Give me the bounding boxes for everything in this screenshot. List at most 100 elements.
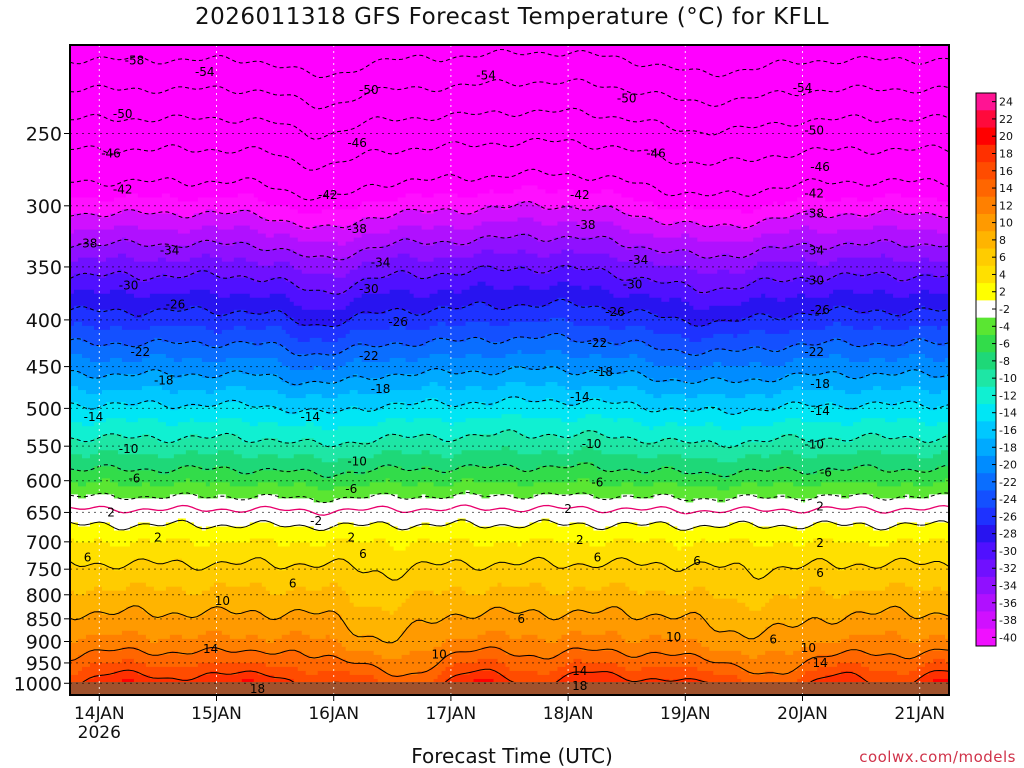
- field-cell: [70, 153, 949, 158]
- temperature-fill-bands: [70, 45, 949, 695]
- field-cell: [81, 422, 95, 427]
- field-cell: [453, 494, 483, 499]
- field-cell: [865, 273, 890, 279]
- field-cell: [121, 341, 147, 347]
- field-cell: [601, 586, 630, 592]
- field-cell: [273, 522, 339, 528]
- field-cell: [837, 522, 854, 528]
- field-cell: [397, 638, 447, 644]
- field-cell: [213, 209, 239, 215]
- field-cell: [793, 482, 822, 487]
- field-cell: [465, 386, 483, 391]
- field-cell: [257, 494, 279, 499]
- field-cell: [445, 654, 539, 660]
- field-cell: [385, 434, 403, 439]
- field-cell: [137, 522, 151, 528]
- field-cell: [70, 45, 949, 50]
- field-cell: [581, 430, 598, 435]
- field-cell: [74, 289, 95, 295]
- field-cell: [465, 590, 487, 596]
- field-cell: [70, 542, 111, 548]
- field-cell: [521, 414, 587, 419]
- field-cell: [917, 454, 934, 459]
- field-cell: [70, 646, 123, 652]
- field-cell: [521, 349, 547, 355]
- field-cell: [469, 269, 535, 275]
- field-cell: [161, 614, 187, 620]
- field-cell: [109, 325, 123, 331]
- field-cell: [301, 269, 351, 275]
- field-cell: [405, 193, 423, 199]
- field-cell: [789, 594, 798, 600]
- field-cell: [253, 245, 383, 251]
- field-cell: [717, 269, 730, 275]
- field-cell: [321, 586, 343, 592]
- field-cell: [421, 522, 431, 528]
- field-cell: [637, 402, 786, 407]
- field-cell: [205, 526, 315, 532]
- field-cell: [349, 562, 415, 568]
- field-cell: [149, 482, 175, 487]
- field-cell: [277, 454, 295, 459]
- field-cell: [313, 454, 375, 459]
- field-cell: [70, 129, 949, 134]
- field-cell: [165, 422, 179, 427]
- field-cell: [457, 193, 479, 199]
- field-cell: [209, 269, 303, 275]
- field-cell: [637, 386, 794, 391]
- field-cell: [129, 562, 187, 568]
- field-cell: [305, 670, 319, 676]
- field-cell: [797, 594, 834, 600]
- field-cell: [70, 402, 79, 407]
- field-cell: [297, 237, 355, 243]
- field-cell: [393, 610, 487, 616]
- field-cell: [213, 390, 279, 395]
- field-cell: [101, 390, 171, 395]
- field-cell: [70, 285, 299, 291]
- field-cell: [521, 562, 555, 568]
- field-cell: [505, 630, 571, 636]
- field-cell: [389, 341, 403, 347]
- field-cell: [133, 293, 151, 299]
- field-cell: [929, 538, 946, 544]
- field-cell: [761, 378, 778, 383]
- field-cell: [237, 209, 251, 215]
- field-cell: [885, 418, 898, 423]
- field-cell: [97, 273, 107, 279]
- field-cell: [945, 341, 949, 347]
- field-cell: [605, 630, 618, 636]
- field-cell: [709, 622, 774, 628]
- field-cell: [125, 289, 191, 295]
- field-cell: [81, 353, 151, 359]
- field-cell: [353, 281, 479, 287]
- field-cell: [725, 378, 750, 383]
- field-cell: [121, 646, 139, 652]
- y-tick-label: 400: [26, 310, 62, 332]
- field-cell: [509, 337, 571, 343]
- field-cell: [773, 594, 790, 600]
- contour-label: -46: [347, 136, 367, 150]
- field-cell: [333, 474, 722, 479]
- field-cell: [597, 610, 626, 616]
- field-cell: [281, 634, 311, 640]
- colorbar-label: 24: [999, 96, 1013, 109]
- field-cell: [445, 522, 475, 528]
- colorbar-label: 6: [999, 251, 1006, 264]
- contour-label: -30: [804, 273, 824, 287]
- field-cell: [713, 626, 766, 632]
- field-cell: [449, 337, 467, 343]
- field-cell: [913, 586, 934, 592]
- field-cell: [873, 197, 938, 203]
- field-cell: [429, 666, 447, 672]
- field-cell: [233, 325, 247, 331]
- field-cell: [905, 582, 949, 588]
- colorbar-label: -34: [999, 580, 1017, 593]
- field-cell: [533, 482, 598, 487]
- contour--14: [70, 396, 949, 415]
- field-cell: [717, 486, 730, 491]
- field-cell: [353, 253, 399, 259]
- field-cell: [109, 213, 179, 219]
- field-cell: [549, 590, 567, 596]
- source-credit-link[interactable]: coolwx.com/models: [859, 748, 1016, 766]
- field-cell: [373, 538, 387, 544]
